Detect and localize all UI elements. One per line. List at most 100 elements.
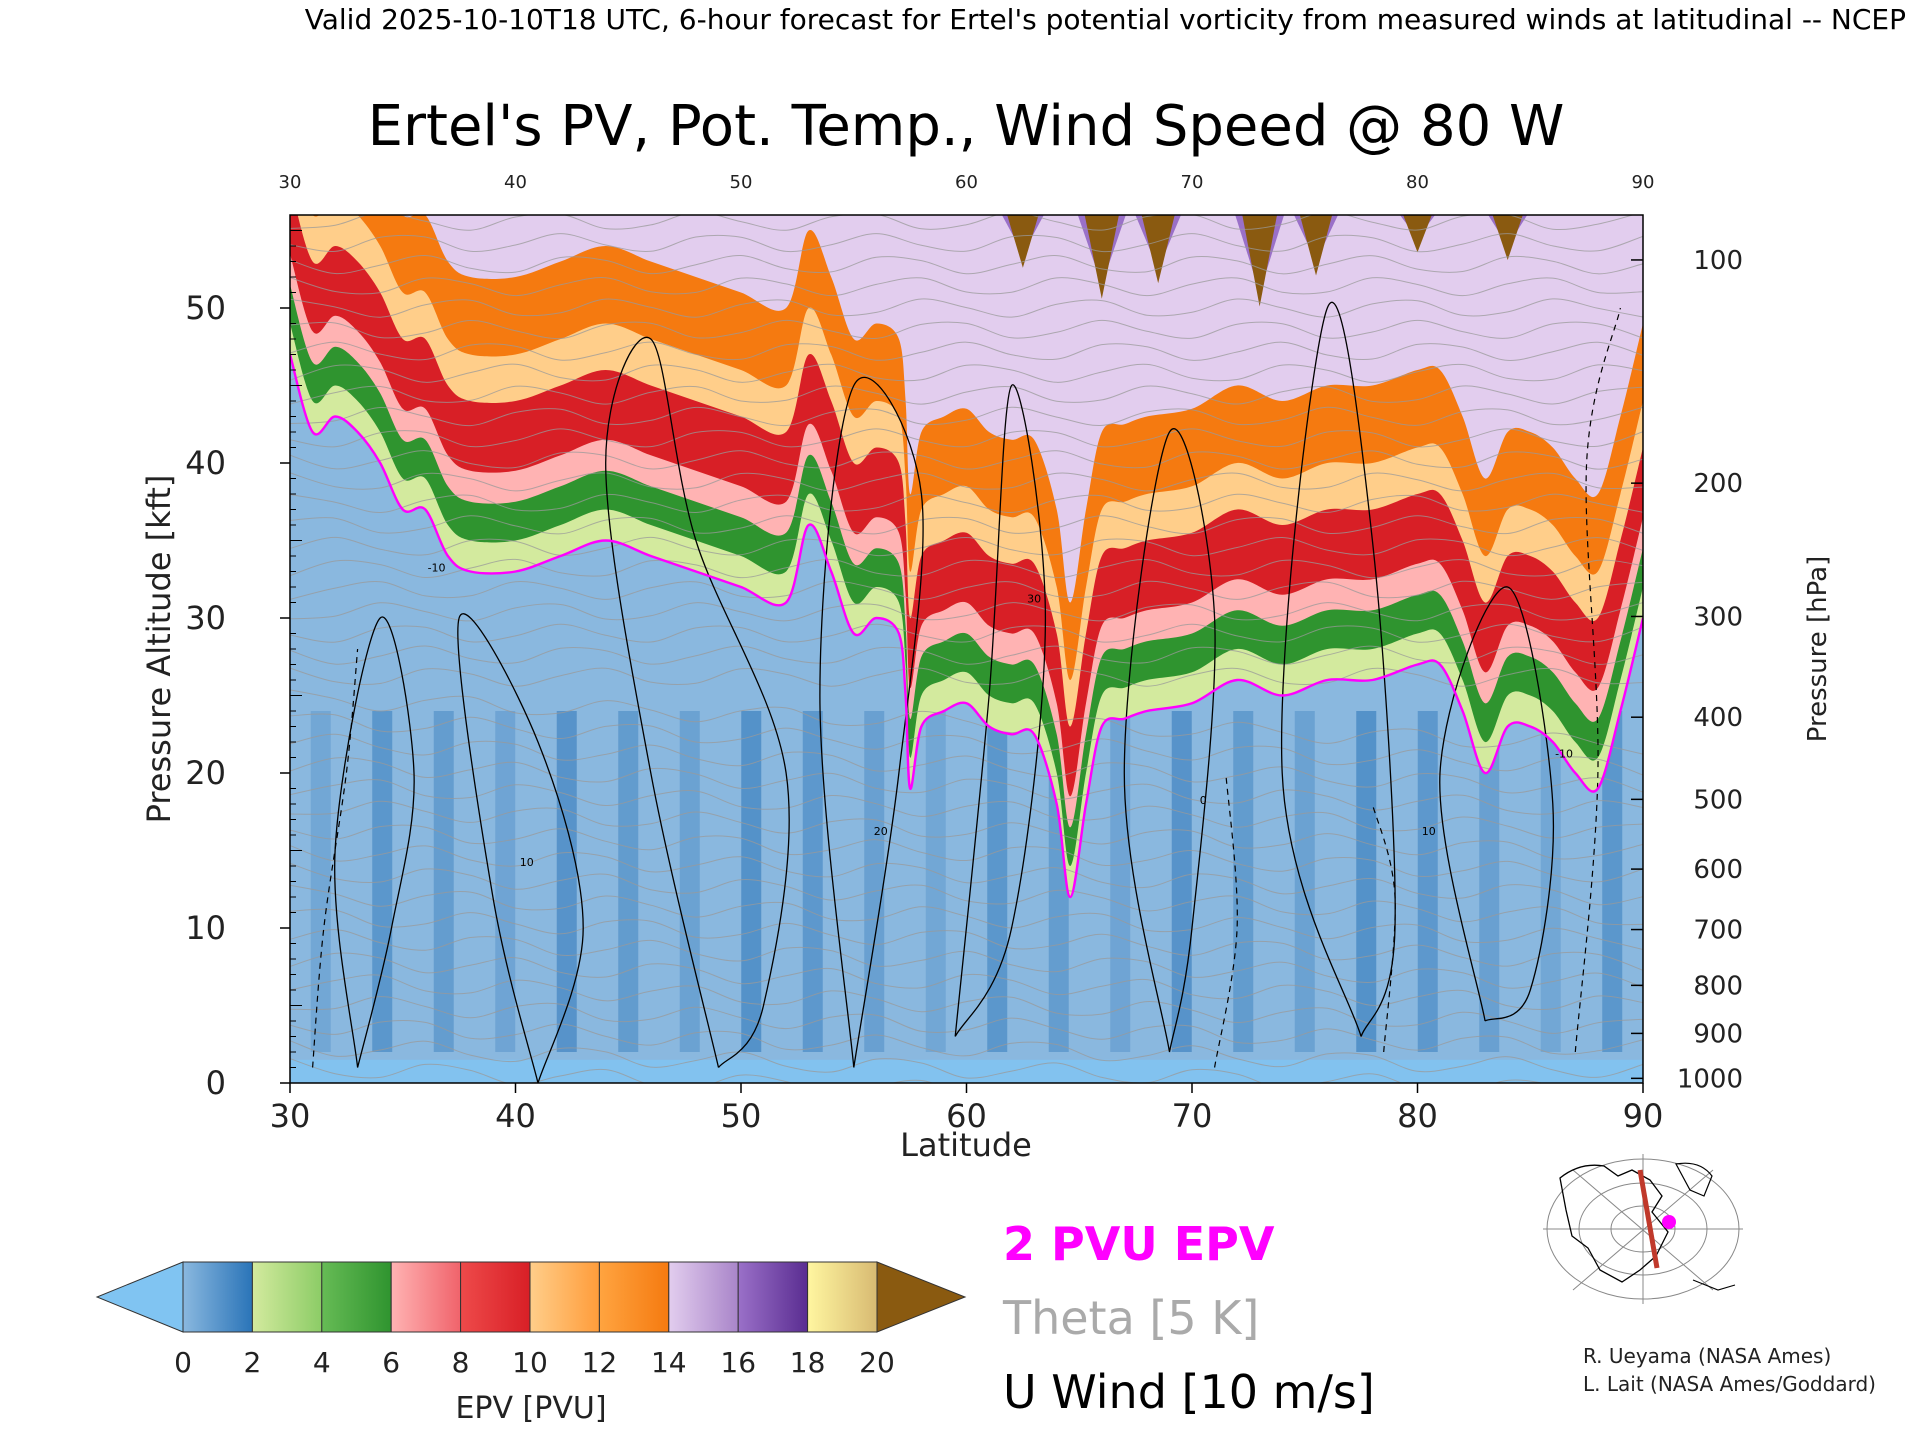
theta-contour-line: [290, 1019, 1643, 1078]
credit-line-2: L. Lait (NASA Ames/Goddard): [1583, 1372, 1876, 1396]
colorbar-bin: [460, 1261, 531, 1333]
epv-tropo-streak: [310, 711, 331, 1052]
u-wind-contour-line: [819, 376, 924, 1068]
epv-tropo-streak: [925, 711, 946, 1052]
colorbar-bin: [321, 1261, 392, 1333]
u-wind-contour-line: [1439, 586, 1554, 1022]
theta-contour-line: [290, 450, 1643, 470]
x-top-tick-label: 80: [1406, 172, 1429, 193]
colorbar-label: EPV [PVU]: [455, 1391, 606, 1426]
colorbar-under-triangle: [95, 1261, 184, 1333]
theta-contour-line: [290, 667, 1643, 687]
colorbar-tick-label: 18: [790, 1346, 826, 1379]
epv-intrusion-brown: [1403, 215, 1432, 253]
colorbar-bin: [807, 1261, 878, 1333]
greenland-outline: [1675, 1162, 1713, 1197]
u-wind-contour-label: 30: [1027, 593, 1041, 606]
legend-u-wind: U Wind [10 m/s]: [1003, 1365, 1375, 1419]
colorbar-tick-label: 6: [382, 1346, 400, 1379]
contour-lines: 10 -10 20 30 0 10 -10: [290, 215, 1643, 1083]
pressure-tick-label: 200: [1693, 469, 1743, 499]
colorbar-tick-label: 4: [313, 1346, 331, 1379]
u-wind-negative-contour: [1214, 772, 1238, 1068]
pressure-tick-label: 700: [1693, 916, 1743, 946]
colorbar-tick-label: 14: [651, 1346, 687, 1379]
y-tick-label: 40: [185, 444, 226, 482]
u-wind-contour-label: 20: [874, 825, 888, 838]
x-axis-label: Latitude: [900, 1126, 1032, 1164]
theta-contour-line: [290, 645, 1643, 665]
epv-tropo-streak: [987, 711, 1008, 1052]
x-top-tick-label: 30: [279, 172, 302, 193]
pressure-tick-label: 1000: [1677, 1064, 1743, 1094]
plot-area: 10 -10 20 30 0 10 -10: [289, 214, 1644, 1084]
pressure-tick-label: 500: [1693, 785, 1743, 815]
theta-contour-line: [290, 884, 1643, 950]
y-axis-ticks: 0 10 20 30 40 50: [185, 230, 302, 1102]
theta-contour-line: [290, 824, 1643, 883]
x-axis-top-ticks: 30 40 50 60 70 80 90: [279, 172, 1655, 193]
epv-tropo-streak: [1233, 711, 1254, 1052]
u-wind-contour-line: [1123, 428, 1216, 1053]
epv-tropo-streak: [1479, 711, 1500, 1052]
pressure-tick-label: 300: [1693, 602, 1743, 632]
theta-contour-line: [290, 536, 1643, 557]
theta-contour-line: [290, 254, 1643, 275]
theta-contour-line: [290, 689, 1643, 755]
colorbar-bin: [390, 1261, 462, 1333]
theta-contour-line: [290, 298, 1643, 318]
epv-tropo-streak: [864, 711, 885, 1052]
epv-tropo-streak: [1171, 711, 1192, 1052]
legend: 2 PVU EPV Theta [5 K] U Wind [10 m/s]: [1002, 1217, 1375, 1419]
theta-contour-line: [290, 215, 1635, 231]
theta-contour-line: [290, 341, 1643, 361]
epv-tropo-streak: [679, 711, 700, 1052]
north-america-outline: [1559, 1164, 1669, 1283]
cross-section-line: [1637, 1169, 1660, 1269]
epv-tropo-streak: [556, 711, 577, 1052]
theta-contour-line: [290, 757, 1643, 815]
theta-contour-line: [290, 493, 1643, 514]
x-axis-ticks: 30 40 50 60 70 80 90: [270, 1083, 1664, 1135]
coastline-fragment: [1692, 1279, 1736, 1291]
theta-contour-line: [290, 974, 1643, 1034]
theta-contour-line: [290, 233, 1643, 253]
theta-contour-line: [290, 779, 1643, 839]
u-wind-contour-label: 0: [1200, 794, 1207, 807]
pressure-tick-label: 600: [1693, 855, 1743, 885]
colorbar-bin: [598, 1261, 670, 1333]
x-tick-label: 90: [1623, 1097, 1664, 1135]
legend-epv-2pvu: 2 PVU EPV: [1003, 1217, 1275, 1271]
colorbar-bin: [668, 1261, 739, 1333]
theta-contour-line: [290, 845, 1643, 906]
epv-tropo-streak: [1110, 711, 1131, 1052]
theta-contour-line: [290, 862, 1643, 926]
theta-contour-line: [290, 558, 1643, 579]
epv-tropo-streak: [802, 711, 823, 1052]
theta-contour-line: [290, 406, 1643, 427]
colorbar-tick-label: 2: [243, 1346, 261, 1379]
theta-contour-line: [290, 580, 1643, 600]
epv-tropo-streak: [1294, 711, 1315, 1052]
colorbar-tick-label: 12: [582, 1346, 618, 1379]
epv-intrusion-brown: [1007, 215, 1039, 268]
x-top-tick-label: 60: [955, 172, 978, 193]
colorbar-bin: [529, 1261, 600, 1333]
y-tick-label: 20: [185, 754, 226, 792]
x-tick-label: 80: [1397, 1097, 1438, 1135]
section-map-inset: [1543, 1154, 1743, 1304]
epv-surface-band: [290, 1059, 1643, 1083]
x-tick-label: 30: [270, 1097, 311, 1135]
pressure-tick-label: 800: [1693, 971, 1743, 1001]
y-axis-label: Pressure Altitude [kft]: [140, 475, 178, 824]
theta-contour-line: [290, 952, 1643, 1011]
theta-contour-line: [290, 363, 1643, 383]
u-wind-contour-line: [457, 613, 584, 1083]
colorbar-tick-label: 0: [174, 1346, 192, 1379]
theta-contour-line: [290, 472, 1643, 492]
pressure-tick-label: 900: [1693, 1019, 1743, 1049]
pressure-axis-label: Pressure [hPa]: [1803, 556, 1833, 743]
valid-time-header: Valid 2025-10-10T18 UTC, 6-hour forecast…: [305, 3, 1906, 36]
x-tick-label: 40: [495, 1097, 536, 1135]
